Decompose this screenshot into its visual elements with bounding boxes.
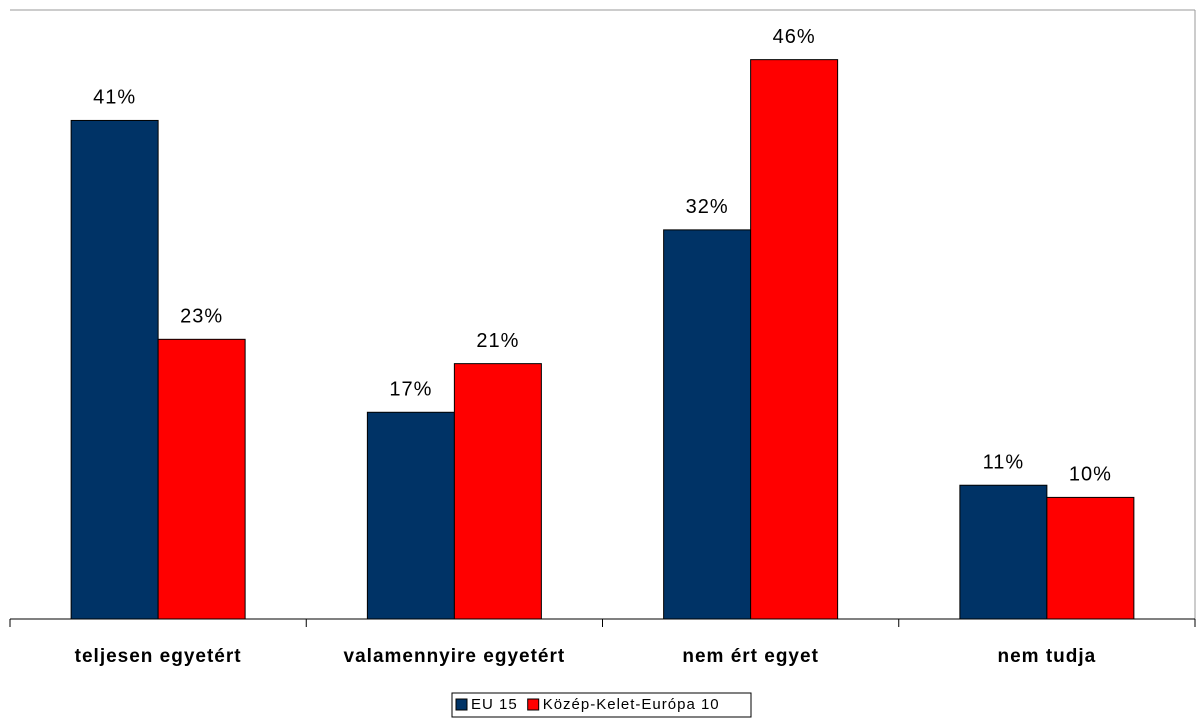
data-label: 46% [773, 26, 816, 48]
data-label: 23% [180, 306, 223, 328]
legend [451, 692, 752, 718]
data-label: 17% [389, 379, 432, 401]
data-label: 41% [93, 87, 136, 109]
bar [1046, 496, 1135, 620]
bar [70, 119, 159, 620]
legend-swatch [527, 698, 540, 711]
x-tick-label: nem tudja [998, 646, 1097, 667]
legend-label: Közép-Kelet-Európa 10 [543, 696, 720, 713]
data-label: 11% [983, 452, 1025, 474]
legend-label: EU 15 [471, 696, 518, 713]
bar [750, 59, 839, 620]
x-tick-label: nem ért egyet [682, 646, 819, 667]
bar [157, 338, 246, 620]
data-label: 32% [686, 196, 729, 218]
x-tick-label: valamennyire egyetért [344, 646, 566, 667]
data-label: 21% [476, 330, 519, 352]
legend-swatch [455, 698, 468, 711]
bar [366, 411, 455, 620]
bar [663, 229, 752, 620]
bar [453, 363, 542, 620]
data-label: 10% [1069, 464, 1112, 486]
bar [959, 484, 1048, 620]
x-tick-label: teljesen egyetért [75, 646, 242, 667]
